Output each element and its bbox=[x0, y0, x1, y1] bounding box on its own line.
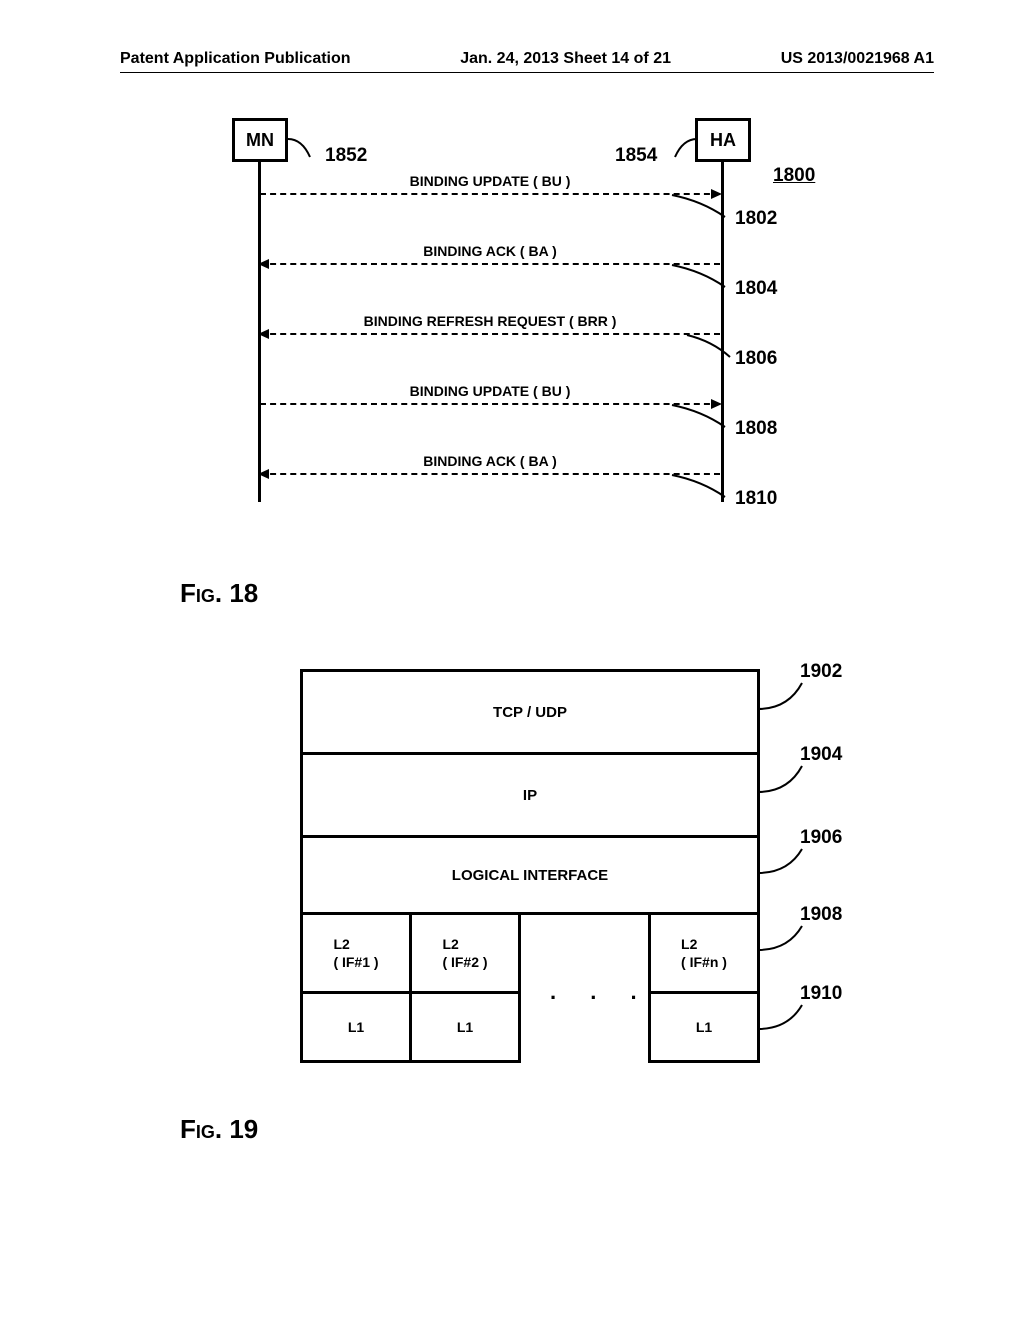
ref-1902-leader bbox=[758, 679, 818, 719]
fig19-title-text: Fig. 19 bbox=[180, 1114, 258, 1144]
header-right: US 2013/0021968 A1 bbox=[781, 50, 934, 68]
mn-label: MN bbox=[246, 130, 274, 151]
ip-label: IP bbox=[523, 787, 537, 804]
msg-1-label: BINDING UPDATE ( BU ) bbox=[260, 173, 720, 189]
mn-box: MN bbox=[232, 118, 288, 162]
ref-1904: 1904 bbox=[800, 744, 842, 766]
figure-19-diagram: TCP / UDP IP LOGICAL INTERFACE L2 ( IF#1… bbox=[300, 669, 820, 1079]
l2-if2: L2 ( IF#2 ) bbox=[409, 912, 521, 994]
ref-1802: 1802 bbox=[735, 208, 777, 230]
ha-label: HA bbox=[710, 130, 736, 151]
header-mid: Jan. 24, 2013 Sheet 14 of 21 bbox=[351, 50, 781, 68]
ref-1810: 1810 bbox=[735, 488, 777, 510]
header-left: Patent Application Publication bbox=[120, 50, 351, 68]
l1-n: L1 bbox=[648, 991, 760, 1063]
page: Patent Application Publication Jan. 24, … bbox=[0, 0, 1024, 1320]
ref-1906: 1906 bbox=[800, 827, 842, 849]
ref-1800: 1800 bbox=[773, 165, 815, 187]
msg-2-label: BINDING ACK ( BA ) bbox=[260, 243, 720, 259]
layer-logical: LOGICAL INTERFACE bbox=[300, 835, 760, 915]
ha-box: HA bbox=[695, 118, 751, 162]
ref-1902: 1902 bbox=[800, 661, 842, 683]
msg-4: BINDING UPDATE ( BU ) bbox=[260, 403, 720, 405]
l2-ifn: L2 ( IF#n ) bbox=[648, 912, 760, 994]
l1-2: L1 bbox=[409, 991, 521, 1063]
layer-tcp: TCP / UDP bbox=[300, 669, 760, 755]
ref-1908: 1908 bbox=[800, 904, 842, 926]
l1-1: L1 bbox=[300, 991, 412, 1063]
figure-19-title: Fig. 19 bbox=[180, 1114, 934, 1145]
tcp-label: TCP / UDP bbox=[493, 704, 567, 721]
layer-ip: IP bbox=[300, 752, 760, 838]
ref-1910: 1910 bbox=[800, 983, 842, 1005]
msg-3-label: BINDING REFRESH REQUEST ( BRR ) bbox=[260, 313, 720, 329]
page-header: Patent Application Publication Jan. 24, … bbox=[120, 50, 934, 73]
ellipsis-dots: . . . bbox=[550, 979, 651, 1005]
msg-3: BINDING REFRESH REQUEST ( BRR ) bbox=[260, 333, 720, 335]
figure-18-title: Fig. 18 bbox=[180, 578, 934, 609]
ref-1904-leader bbox=[758, 762, 818, 802]
figure-18-diagram: MN HA 1852 1854 1800 BINDING UPDATE ( BU… bbox=[227, 113, 827, 543]
ref-1906-leader bbox=[758, 845, 818, 885]
ref-1808: 1808 bbox=[735, 418, 777, 440]
ref-1804: 1804 bbox=[735, 278, 777, 300]
ref-1854-leader bbox=[657, 133, 697, 163]
ref-1908-leader bbox=[758, 922, 818, 962]
msg-5: BINDING ACK ( BA ) bbox=[260, 473, 720, 475]
ref-1910-leader bbox=[758, 1001, 818, 1041]
ref-1852-leader bbox=[288, 133, 328, 163]
logical-label: LOGICAL INTERFACE bbox=[452, 867, 608, 884]
ref-1854: 1854 bbox=[615, 145, 657, 167]
fig18-title-text: Fig. 18 bbox=[180, 578, 258, 608]
msg-5-label: BINDING ACK ( BA ) bbox=[260, 453, 720, 469]
ref-1806: 1806 bbox=[735, 348, 777, 370]
ref-1852: 1852 bbox=[325, 145, 367, 167]
l2-if1: L2 ( IF#1 ) bbox=[300, 912, 412, 994]
msg-4-label: BINDING UPDATE ( BU ) bbox=[260, 383, 720, 399]
msg-1: BINDING UPDATE ( BU ) bbox=[260, 193, 720, 195]
msg-2: BINDING ACK ( BA ) bbox=[260, 263, 720, 265]
